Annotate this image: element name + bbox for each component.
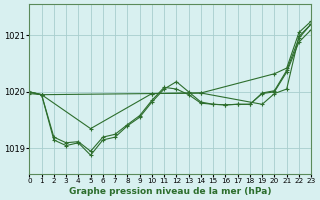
X-axis label: Graphe pression niveau de la mer (hPa): Graphe pression niveau de la mer (hPa) — [69, 187, 272, 196]
